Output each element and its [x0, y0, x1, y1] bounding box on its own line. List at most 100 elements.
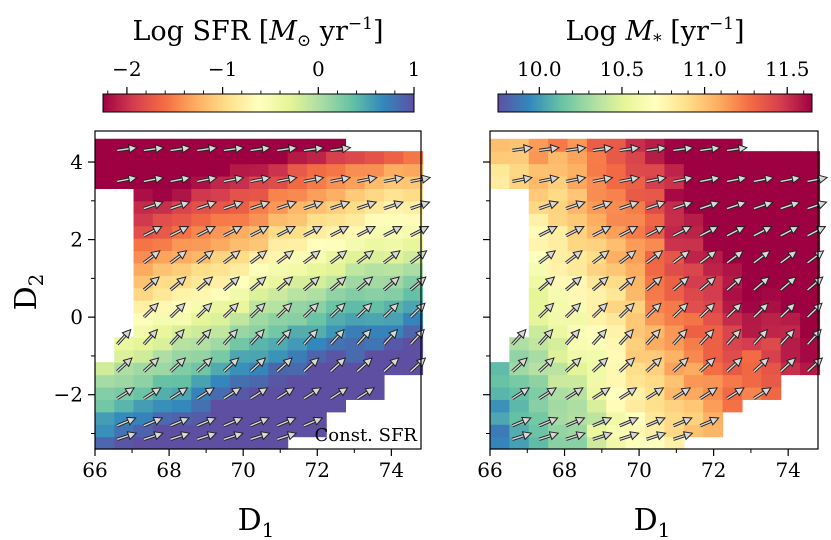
heatmap-cell	[326, 287, 347, 301]
vector-arrow	[303, 416, 324, 428]
vector-arrow	[142, 250, 161, 265]
heatmap-cell	[133, 312, 154, 326]
heatmap-cell	[567, 163, 588, 177]
x-tick-label: 70	[626, 458, 651, 482]
vector-arrow	[565, 174, 587, 184]
heatmap-cell	[741, 151, 762, 165]
vector-arrow	[143, 416, 164, 428]
heatmap-cell	[229, 163, 250, 177]
heatmap-cell	[780, 213, 801, 227]
heatmap-cell	[210, 300, 231, 314]
heatmap-cell	[625, 337, 646, 351]
heatmap-cell	[645, 362, 666, 376]
vector-arrow	[699, 144, 722, 154]
heatmap-cell	[249, 262, 269, 276]
heatmap-cell	[326, 151, 347, 165]
vector-arrow	[592, 226, 612, 238]
heatmap-cell	[133, 262, 154, 276]
vector-arrow	[619, 174, 641, 184]
heatmap-cell	[191, 337, 212, 351]
vector-arrow	[142, 276, 160, 292]
heatmap-cell	[625, 213, 646, 227]
heatmap-cell	[403, 349, 424, 363]
heatmap-cell	[490, 138, 510, 152]
heatmap-cell	[761, 188, 782, 202]
heatmap-cell	[133, 225, 154, 239]
heatmap-cell	[210, 324, 231, 338]
heatmap-cell	[306, 163, 327, 177]
heatmap-cell	[403, 151, 424, 165]
heatmap-cell	[800, 312, 821, 326]
heatmap-cell	[268, 349, 289, 363]
heatmap-cell	[268, 386, 289, 400]
heatmap-cell	[364, 287, 385, 301]
heatmap-cell	[133, 424, 154, 438]
vector-arrow	[196, 200, 218, 211]
vector-arrow	[143, 226, 163, 238]
vector-arrow	[511, 328, 527, 346]
heatmap-cell	[383, 238, 404, 252]
heatmap-cell	[645, 163, 666, 177]
vector-arrow	[382, 357, 400, 373]
heatmap-cell	[548, 324, 569, 338]
heatmap-cell	[741, 300, 762, 314]
vector-arrow	[356, 302, 373, 319]
vector-arrow	[511, 431, 533, 441]
heatmap-cell	[133, 436, 154, 450]
vector-arrow	[356, 226, 377, 238]
heatmap-cell	[306, 262, 327, 276]
heatmap-cell	[133, 287, 154, 301]
vector-arrow	[276, 276, 294, 292]
vector-arrow	[619, 416, 640, 428]
heatmap-cell	[722, 213, 743, 227]
vector-arrow	[169, 250, 188, 265]
vector-arrow	[699, 416, 720, 428]
heatmap-cell	[326, 188, 347, 202]
vector-arrow	[699, 250, 718, 265]
heatmap-cell	[606, 262, 627, 276]
heatmap-cell	[548, 362, 569, 376]
vector-arrow	[565, 416, 586, 428]
heatmap-cell	[645, 374, 666, 388]
heatmap-cell	[703, 424, 724, 438]
vector-arrow	[565, 387, 584, 400]
heatmap-cell	[191, 436, 212, 450]
vector-arrow	[592, 200, 613, 211]
heatmap-cell	[683, 349, 704, 363]
heatmap-cell	[548, 287, 569, 301]
vector-arrow	[410, 174, 432, 184]
vector-arrow	[169, 357, 187, 373]
heatmap-cell	[664, 349, 685, 363]
vector-arrow	[538, 328, 554, 346]
heatmap-cell	[364, 374, 385, 388]
heatmap-cell	[249, 188, 269, 202]
x-tick-label: 74	[379, 458, 404, 482]
heatmap-cell	[800, 349, 821, 363]
heatmap-cell	[95, 436, 115, 450]
heatmap-cell	[152, 213, 173, 227]
x-tick-label: 72	[701, 458, 726, 482]
heatmap-cell	[210, 175, 231, 189]
heatmap-cell	[364, 262, 385, 276]
vector-arrow	[592, 174, 614, 184]
heatmap-cell	[345, 386, 366, 400]
vector-arrow	[591, 302, 609, 319]
vector-arrow	[143, 387, 162, 400]
heatmap-cell	[268, 312, 289, 326]
vector-arrow	[646, 144, 668, 154]
heatmap-cell	[172, 349, 192, 363]
vector-arrow	[646, 174, 668, 184]
heatmap-cell	[95, 411, 115, 425]
vector-arrow	[726, 250, 744, 265]
heatmap-cell	[152, 287, 173, 301]
vector-arrow	[249, 387, 269, 400]
heatmap-cell	[761, 163, 782, 177]
vector-arrow	[196, 250, 215, 265]
heatmap-cell	[191, 312, 212, 326]
heatmap-cell	[586, 436, 607, 450]
heatmap-cell	[287, 300, 308, 314]
vector-arrow	[329, 387, 349, 400]
vector-arrow	[170, 431, 191, 441]
heatmap-cell	[306, 238, 327, 252]
heatmap-cell	[152, 374, 173, 388]
